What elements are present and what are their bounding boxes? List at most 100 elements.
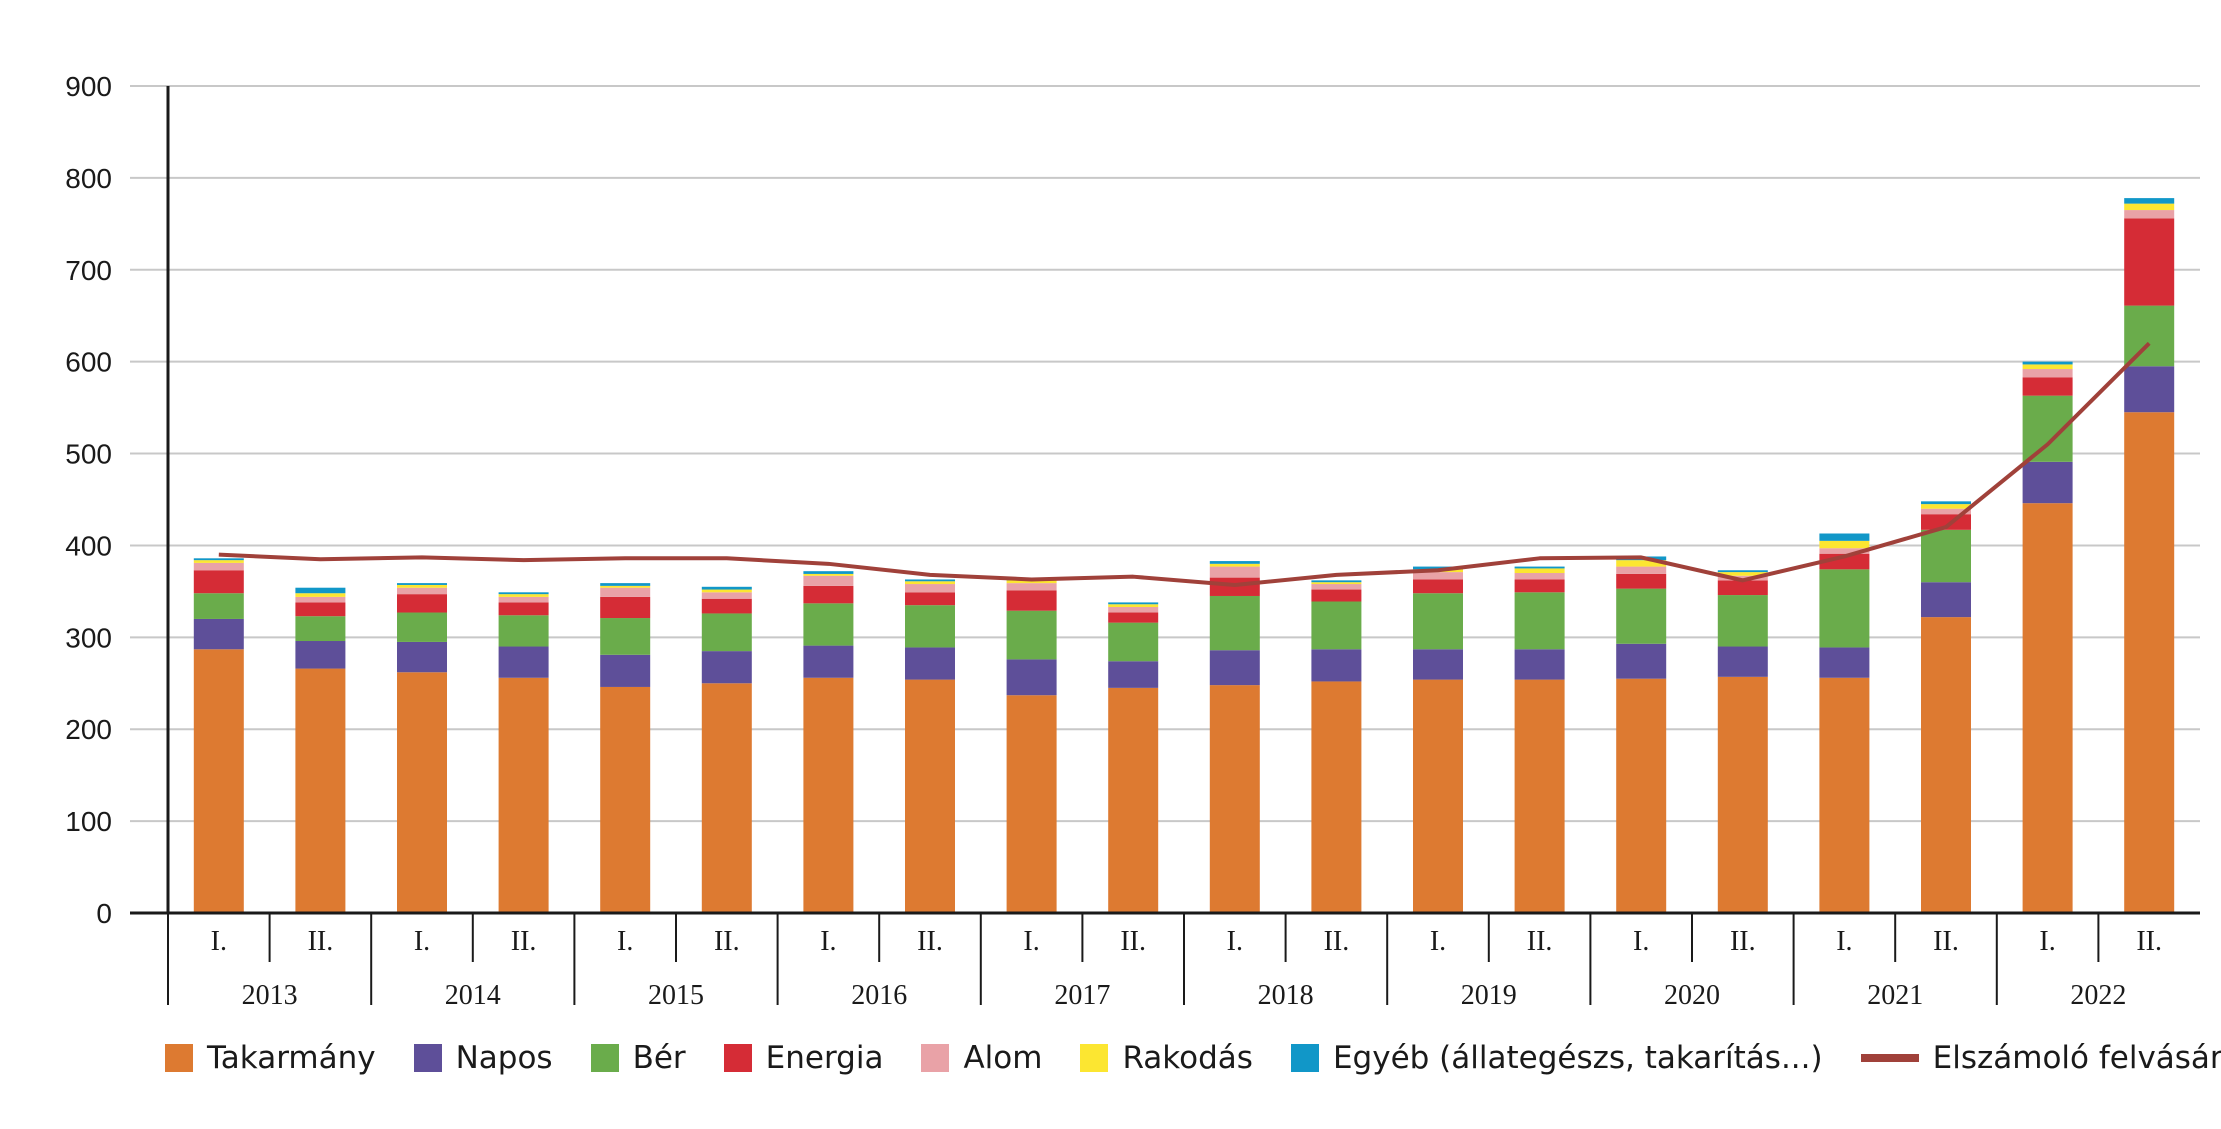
bar-segment [1921,529,1971,583]
bar-segment [1819,540,1870,549]
bar-segment [905,605,955,648]
bar-segment [803,575,854,586]
bar-segment [397,587,447,595]
legend-swatch [921,1044,950,1072]
bar-segment [1514,566,1565,569]
bar-segment [1921,617,1971,913]
bar-segment [397,672,447,913]
bar-segment [397,583,447,585]
bar-segment [1514,679,1565,913]
bar-segment [1311,580,1362,583]
y-tick-label: 600 [65,347,112,378]
year-label: 2016 [851,980,907,1011]
bar-segment [193,560,244,563]
bar-segment [701,586,752,590]
legend-label: Rakodás [1122,1040,1253,1076]
legend-label: Egyéb (állategészs, takarítás...) [1332,1040,1823,1076]
bar-segment [905,647,955,680]
bar-segment [1819,677,1870,913]
bar-segment [1514,592,1565,650]
bar-segment [1514,649,1565,680]
bar-segment [701,613,752,652]
year-label: 2022 [2070,980,2126,1011]
legend-swatch [1080,1044,1109,1072]
x-axis-labels: I. II. I. II. I. II. I. II. I. II. I. II. I. II. I. II.… [211,926,2162,1011]
bar-segment [1514,568,1565,574]
gridlines [130,85,2200,823]
bar-segment [1413,572,1463,580]
year-label: 2015 [648,980,704,1011]
y-tick-label: 0 [96,898,112,929]
y-tick-label: 500 [65,439,112,470]
bar-segment [905,592,955,606]
bar-segment [1108,604,1159,608]
bar-segment [498,594,549,597]
bar-segment [1819,548,1870,554]
half-year-label: I. [1836,926,1852,957]
bar-segment [397,612,447,642]
bar-segment [1616,566,1667,574]
bar-segment [1209,561,1260,564]
bar-segment [803,571,854,574]
half-year-label: I. [1430,926,1446,957]
half-year-label: II. [1324,926,1350,957]
bar-segment [498,596,549,603]
bar-segment [905,679,955,913]
bar-segment [2124,305,2175,367]
bar-segment [2124,366,2175,413]
year-label: 2014 [445,980,501,1011]
bar-segment [498,592,549,595]
legend-item: Egyéb (állategészs, takarítás...) [1290,1040,1823,1076]
half-year-label: II. [1933,926,1959,957]
half-year-label: II. [308,926,334,957]
legend: Takarmány Napos Bér Energia Alom Rakodás Egyéb… [165,1040,2221,1076]
bar-segment [600,618,651,655]
bar-segment [2124,198,2175,204]
bar-segment [2022,364,2073,370]
bar-segment [701,683,752,913]
half-year-label: I. [414,926,430,957]
legend-item: Elszámoló felvásárlási ár [1860,1040,2221,1076]
bar-segment [1413,579,1463,594]
bar-segment [1209,685,1260,913]
bar-segment [1921,504,1971,509]
bar-segment [397,594,447,613]
bar-segment [1108,622,1159,662]
bar-segment [295,602,346,617]
legend-line-swatch [1860,1054,1919,1062]
bar-segment [1108,607,1159,613]
bar-segment [905,584,955,593]
legend-item: Bér [590,1040,686,1076]
axes [130,86,2200,1005]
bar-segment [1209,563,1260,567]
y-tick-label: 800 [65,163,112,194]
legend-label: Napos [455,1040,553,1076]
bar-segment [1209,566,1260,578]
bar-segment [193,618,244,650]
price-line [218,341,2151,587]
half-year-label: I. [211,926,227,957]
bar-segment [1616,643,1667,679]
y-tick-label: 400 [65,530,112,561]
legend-swatch [1290,1044,1319,1072]
y-axis-ticks: 0 100 200 300 400 500 600 700 800 900 [65,71,112,929]
bar-segment [1311,649,1362,682]
bar-segment [1006,590,1057,611]
bar-segment [1616,678,1667,913]
bar-segment [701,651,752,684]
bar-segment [1717,595,1768,647]
bar-segment [2124,218,2175,306]
half-year-label: I. [1633,926,1649,957]
bar-segment [498,602,549,616]
bar-segment [803,573,854,576]
bar-segment [803,645,854,678]
legend-item: Takarmány [165,1040,376,1076]
bar-segment [295,641,346,669]
bar-segment [1717,572,1768,576]
half-year-label: I. [617,926,633,957]
bar-segment [1108,687,1159,913]
bar-segment [905,579,955,582]
half-year-label: II. [1120,926,1146,957]
bar-segment [2022,369,2073,378]
